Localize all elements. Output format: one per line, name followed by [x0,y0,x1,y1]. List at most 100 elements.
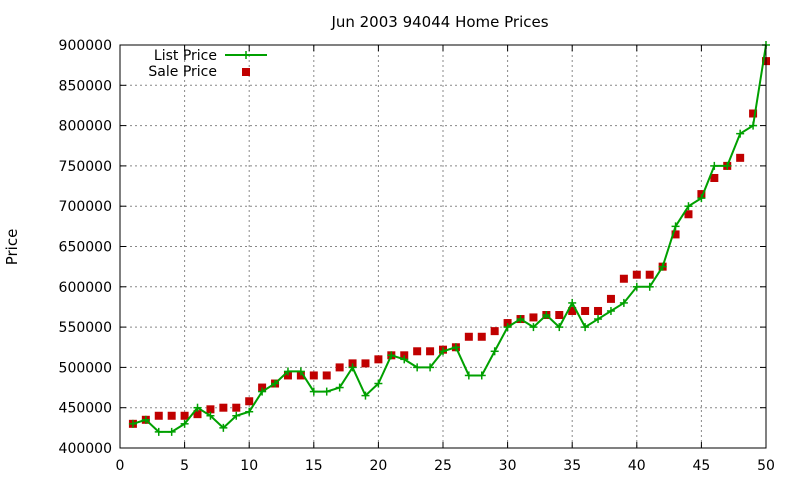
list-price-point [245,407,254,416]
sale-price-point [296,371,305,380]
sale-price-point [671,230,680,239]
list-price-point [322,387,331,396]
y-tick-label: 800000 [59,119,112,135]
x-tick-label: 15 [305,458,323,474]
y-tick-label: 600000 [59,280,112,296]
list-price-point [309,387,318,396]
sale-price-point [555,311,564,320]
y-tick-label: 500000 [59,360,112,376]
list-price-line [132,44,767,433]
list-price-point [464,371,473,380]
sale-price-point [232,403,241,412]
list-price-point [374,379,383,388]
series-sale-price [128,57,770,428]
list-price-point [296,367,305,376]
sale-price-point [632,270,641,279]
list-price-point [232,411,241,420]
sale-price-point [374,355,383,364]
sale-price-point [348,359,357,368]
sale-price-point [413,347,422,356]
y-tick-label: 750000 [59,159,112,175]
list-price-point [154,427,163,436]
x-tick-label: 10 [240,458,258,474]
sale-price-point [426,347,435,356]
sale-price-point [529,313,538,322]
list-price-point [193,403,202,412]
list-price-point [413,363,422,372]
list-price-point [271,379,280,388]
y-tick-label: 400000 [59,441,112,457]
list-price-point [439,347,447,356]
sale-price-point [736,153,745,162]
list-price-point [619,298,628,307]
sale-price-point [645,270,654,279]
sale-price-point [322,371,331,380]
sale-price-point [568,306,577,315]
y-tick-label: 450000 [59,401,112,417]
x-tick-label: 40 [628,458,646,474]
x-tick-label: 5 [180,458,189,474]
legend-label-list-price: List Price [154,48,217,64]
sale-price-point [749,109,758,118]
list-price-point [426,363,435,372]
sale-price-point [697,190,706,199]
sale-price-point [258,383,267,392]
x-tick-label: 30 [499,458,517,474]
legend-marker-sale-price [242,68,250,76]
sale-price-point [710,173,719,182]
sale-price-point [219,403,228,412]
list-price-point [141,415,150,424]
list-price-point [167,427,176,436]
sale-price-point [503,319,512,328]
list-price-point [128,419,137,428]
sale-price-point [245,397,254,406]
series-layer [128,41,770,436]
sale-price-point [167,411,176,420]
sale-price-point [335,363,344,372]
y-tick-label: 850000 [59,78,112,94]
list-price-point [503,323,512,332]
list-price-point [671,222,680,231]
sale-price-point [400,351,409,360]
sale-price-point [606,294,615,303]
list-price-point [542,311,551,320]
list-price-point [387,351,396,360]
sale-price-point [619,274,628,283]
list-price-point [516,315,525,324]
x-tick-label: 20 [369,458,387,474]
list-price-point [400,355,409,364]
list-price-point [361,391,370,400]
legend: List Price Sale Price [148,48,267,80]
list-price-point [581,323,590,332]
sale-price-point [154,411,163,420]
tick-labels: 400000 450000 500000 550000 600000 650000 7000… [59,38,775,474]
list-price-point [283,367,292,376]
list-price-point [490,347,499,356]
x-tick-label: 50 [757,458,775,474]
list-price-point [594,315,603,324]
y-tick-label: 550000 [59,320,112,336]
list-price-point [180,419,189,428]
x-tick-label: 45 [692,458,710,474]
sale-price-point [361,359,370,368]
x-tick-label: 35 [563,458,581,474]
list-price-point [658,262,667,271]
list-price-point [606,306,615,315]
legend-label-sale-price: Sale Price [148,64,217,80]
list-price-point [749,121,758,130]
list-price-point [219,423,228,432]
list-price-point [451,343,460,352]
list-price-point [632,282,641,291]
list-price-point [710,161,719,170]
y-tick-label: 900000 [59,38,112,54]
sale-price-point [309,371,318,380]
list-price-point [477,371,486,380]
y-tick-label: 700000 [59,199,112,215]
sale-price-point [283,371,292,380]
sale-price-point [594,306,603,315]
sale-price-point [581,306,590,315]
list-price-point [568,298,577,307]
y-tick-label: 650000 [59,240,112,256]
legend-marker-list-price [242,51,250,59]
